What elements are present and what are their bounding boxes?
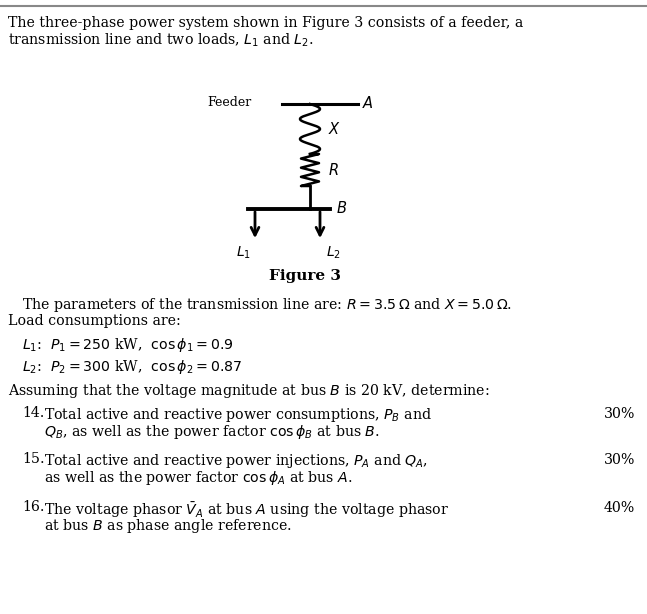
Text: $L_1$: $L_1$ [236, 245, 251, 262]
Text: Figure 3: Figure 3 [269, 269, 341, 283]
Text: $A$: $A$ [362, 95, 374, 111]
Text: Feeder: Feeder [208, 96, 252, 109]
Text: as well as the power factor $\cos\phi_A$ at bus $A$.: as well as the power factor $\cos\phi_A$… [44, 469, 353, 487]
Text: $Q_B$, as well as the power factor $\cos\phi_B$ at bus $B$.: $Q_B$, as well as the power factor $\cos… [44, 423, 380, 441]
Text: $R$: $R$ [328, 162, 339, 178]
Text: $X$: $X$ [328, 121, 341, 137]
Text: The voltage phasor $\bar{V}_A$ at bus $A$ using the voltage phasor: The voltage phasor $\bar{V}_A$ at bus $A… [44, 500, 449, 520]
Text: $L_1$:  $P_1 = 250$ kW,  $\cos\phi_1 = 0.9$: $L_1$: $P_1 = 250$ kW, $\cos\phi_1 = 0.9… [22, 336, 234, 354]
Text: 14.: 14. [22, 406, 45, 420]
Text: $B$: $B$ [336, 200, 347, 216]
Text: Load consumptions are:: Load consumptions are: [8, 314, 181, 328]
Text: 16.: 16. [22, 500, 45, 514]
Text: $L_2$: $L_2$ [326, 245, 341, 262]
Text: Assuming that the voltage magnitude at bus $B$ is 20 kV, determine:: Assuming that the voltage magnitude at b… [8, 382, 490, 400]
Text: 40%: 40% [604, 501, 635, 515]
Text: Total active and reactive power injections, $P_A$ and $Q_A$,: Total active and reactive power injectio… [44, 452, 428, 470]
Text: 30%: 30% [604, 453, 635, 467]
Text: The parameters of the transmission line are: $R = 3.5\,\Omega$ and $X = 5.0\,\Om: The parameters of the transmission line … [22, 296, 512, 314]
Text: 15.: 15. [22, 452, 45, 466]
Text: $L_2$:  $P_2 = 300$ kW,  $\cos\phi_2 = 0.87$: $L_2$: $P_2 = 300$ kW, $\cos\phi_2 = 0.8… [22, 358, 242, 376]
Text: The three-phase power system shown in Figure 3 consists of a feeder, a: The three-phase power system shown in Fi… [8, 16, 523, 30]
Text: 30%: 30% [604, 407, 635, 421]
Text: at bus $B$ as phase angle reference.: at bus $B$ as phase angle reference. [44, 517, 292, 535]
Text: transmission line and two loads, $L_1$ and $L_2$.: transmission line and two loads, $L_1$ a… [8, 32, 314, 49]
Text: Total active and reactive power consumptions, $P_B$ and: Total active and reactive power consumpt… [44, 406, 432, 424]
